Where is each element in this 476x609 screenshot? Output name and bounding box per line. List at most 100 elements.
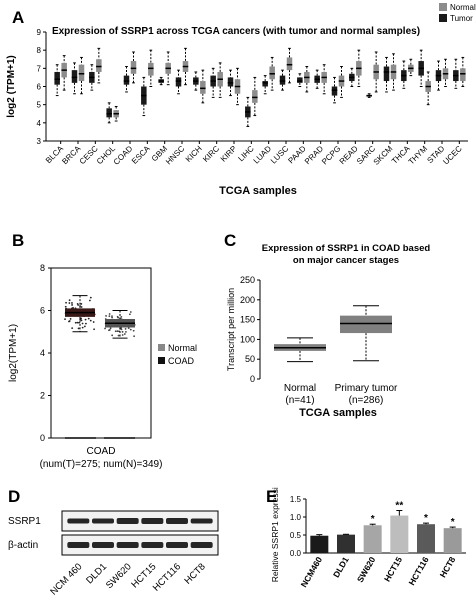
panel-b-y-tick-label: 8 — [40, 263, 45, 273]
panel-d-band — [92, 542, 114, 548]
panel-d-band — [116, 542, 139, 548]
panel-e-y-label: Relative SSRP1 expression — [270, 487, 280, 582]
panel-c-y-tick-label: 150 — [240, 315, 255, 325]
panel-b-point-normal — [117, 334, 120, 337]
panel-a-box-tumor-box — [54, 71, 60, 85]
panel-e-x-tick-label: HCT8 — [438, 555, 458, 579]
panel-a-box-normal-box — [148, 62, 154, 76]
panel-e-x-tick-label: SW620 — [355, 555, 378, 584]
panel-b-plot-frame — [50, 267, 152, 439]
panel-d-blot-frame — [61, 534, 219, 556]
panel-a-legend-swatch — [439, 3, 447, 11]
panel-a-box-tumor-box — [383, 66, 390, 82]
panel-a-box-tumor-box — [279, 75, 286, 85]
panel-d-band — [141, 518, 164, 524]
panel-b-point-coad — [85, 322, 87, 325]
panel-e-chart: 0.0 0.5 1.0 1.5 Relative SSRP1 expression NCM… — [270, 487, 466, 589]
panel-d-lane-label: HCT8 — [182, 561, 207, 586]
panel-b-legend-label: Normal — [168, 343, 197, 353]
panel-d-band — [141, 542, 164, 548]
panel-a-x-tick-label: PCPG — [320, 144, 342, 166]
panel-b-point-coad — [81, 326, 84, 329]
panel-a-legend-label: Tumor — [450, 14, 473, 23]
panel-a-box-tumor-box — [297, 77, 303, 83]
panel-b-y-tick-label: 0 — [40, 433, 45, 443]
panel-c-y-tick-label: 250 — [240, 275, 255, 285]
panel-b-point-normal — [129, 328, 132, 331]
panel-a-y-tick-label: 9 — [37, 28, 42, 37]
panel-b-point-coad — [71, 327, 74, 329]
panel-e-bar — [390, 515, 409, 553]
panel-c-x-tick-sublabel: (n=286) — [349, 395, 384, 406]
panel-b-point-normal — [121, 334, 124, 336]
panel-a-x-tick-label: SKCM — [372, 144, 395, 167]
panel-a-box-tumor-box — [106, 108, 112, 118]
panel-b-point-coad — [81, 322, 84, 325]
panel-a-legend-label: Normal — [450, 3, 476, 12]
panel-b-legend-swatch — [158, 344, 165, 351]
panel-b-point-normal — [108, 315, 111, 318]
panel-b-point-coad — [92, 321, 95, 323]
panel-a-box-normal-box — [286, 57, 293, 71]
panel-e-y-tick-label: 0.0 — [290, 549, 302, 558]
panel-b-point-normal — [111, 315, 113, 318]
panel-b-point-coad — [80, 317, 83, 320]
panel-b-point-normal — [120, 328, 123, 331]
panel-d-lane-label: SW620 — [104, 561, 134, 591]
panel-a-y-tick-label: 5 — [37, 101, 42, 110]
panel-letter-c: C — [224, 231, 237, 250]
panel-b-point-coad — [74, 321, 77, 324]
panel-a-x-tick-label: CESC — [78, 144, 100, 166]
panel-d-band — [190, 518, 213, 524]
panel-a-x-tick-label: KICH — [184, 144, 204, 164]
panel-b-point-coad — [68, 302, 71, 304]
panel-b-point-coad — [68, 320, 70, 323]
panel-b-point-coad — [88, 299, 91, 302]
panel-b-point-coad — [69, 318, 72, 320]
panel-e-y-tick-label: 1.0 — [290, 513, 302, 522]
panel-b-point-normal — [123, 333, 126, 335]
panel-e-bar — [363, 525, 382, 553]
panel-b-point-normal — [104, 327, 106, 330]
panel-a-box-normal-box — [252, 90, 258, 103]
panel-b-footnote: (num(T)=275; num(N)=349) — [40, 459, 163, 470]
panel-b-point-coad — [72, 306, 74, 309]
panel-b-legend-label: COAD — [168, 356, 195, 366]
panel-b-point-normal — [121, 330, 124, 333]
panel-b-point-coad — [93, 328, 95, 331]
panel-e-x-tick-label: HCT15 — [382, 555, 404, 584]
panel-d-band — [166, 518, 188, 524]
panel-b-legend-swatch — [158, 357, 165, 364]
panel-a-x-tick-label: COAD — [112, 144, 135, 167]
panel-c-x-tick-label: Primary tumor — [335, 383, 398, 394]
panel-b-point-normal — [129, 311, 132, 313]
panel-letter-a: A — [12, 8, 25, 27]
panel-letter-e: E — [266, 487, 278, 506]
panel-b-point-coad — [65, 301, 67, 304]
panel-a-x-label: TCGA samples — [219, 185, 297, 197]
panel-a-legend-swatch — [439, 14, 447, 22]
panel-b-point-coad — [68, 299, 71, 302]
panel-c-title-line1: Expression of SSRP1 in COAD based — [262, 243, 431, 254]
panel-b-point-normal — [114, 330, 117, 333]
panel-b-chart: 0 2 4 6 8 log2(TPM+1) COAD (num(T)=275; num(N)=… — [8, 263, 197, 470]
panel-e-bar — [310, 535, 329, 553]
panel-a-x-tick-label: LUAD — [252, 144, 274, 166]
panel-e-x-tick-label: NCM460 — [299, 555, 325, 589]
panel-a-y-tick-label: 8 — [37, 46, 42, 55]
panel-c-x-tick-label: Normal — [284, 383, 316, 394]
panel-b-point-normal — [132, 329, 135, 332]
panel-d-band — [116, 518, 139, 524]
panel-c-y-tick-label: 200 — [240, 295, 255, 305]
panel-b-y-tick-label: 6 — [40, 306, 45, 316]
panel-e-significance: * — [371, 514, 375, 525]
panel-b-point-normal — [108, 329, 110, 332]
panel-b-point-normal — [133, 335, 135, 338]
panel-e-significance: * — [424, 513, 428, 524]
panel-b-point-normal — [116, 315, 119, 318]
panel-b-point-coad — [64, 318, 66, 321]
panel-a-x-tick-label: READ — [338, 144, 360, 166]
panel-e-x-tick-label: HCT116 — [406, 555, 430, 587]
